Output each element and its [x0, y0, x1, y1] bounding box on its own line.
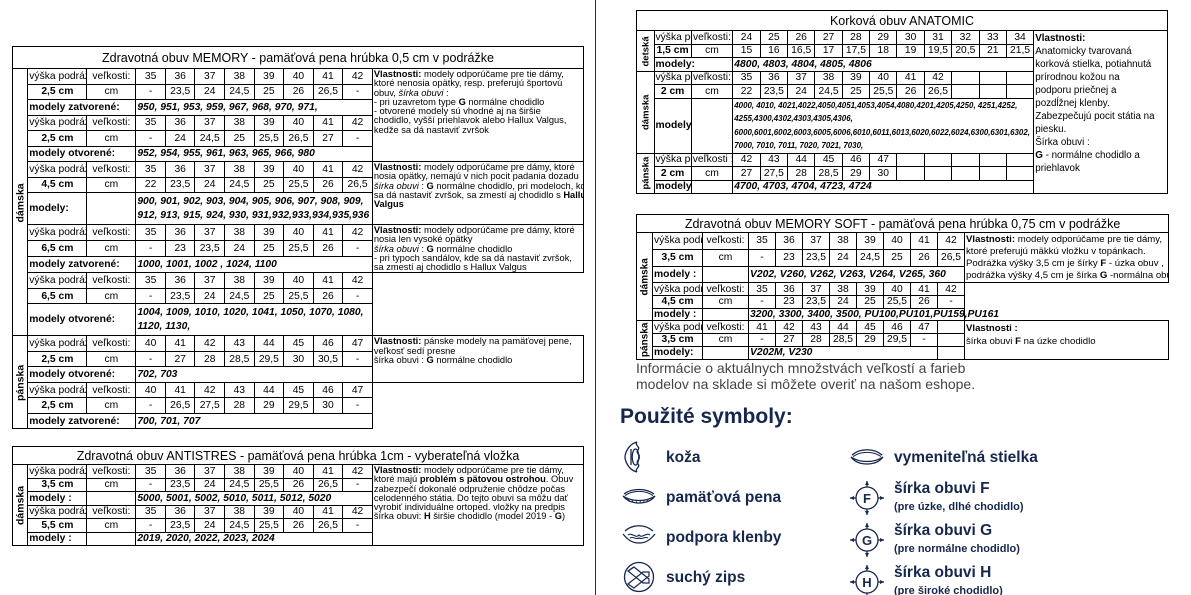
svg-text:H: H: [862, 575, 871, 590]
svg-text:G: G: [862, 533, 872, 548]
svg-text:F: F: [863, 491, 871, 506]
